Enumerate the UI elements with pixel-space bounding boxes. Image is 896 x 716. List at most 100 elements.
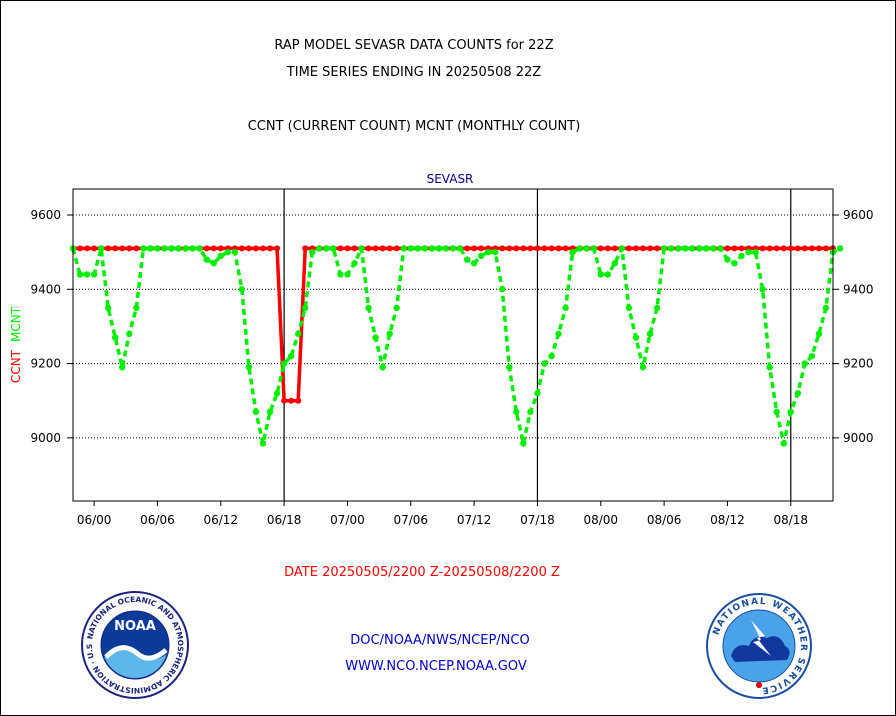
mcnt-point	[590, 245, 597, 252]
y-tick-label-left: 9200	[30, 357, 61, 371]
ccnt-point	[84, 245, 91, 252]
mcnt-point	[808, 352, 816, 360]
ccnt-point	[625, 245, 632, 252]
mcnt-point	[815, 330, 823, 338]
ccnt-point	[91, 245, 98, 252]
mcnt-point	[259, 440, 267, 447]
mcnt-point	[492, 248, 499, 256]
y-label-ccnt: CCNT	[9, 349, 23, 383]
x-axis: 06/00 06/06 06/12 06/18 07/00 07/06 07/12 07/18…	[77, 501, 808, 527]
mcnt-point	[316, 245, 323, 252]
x-tick-label: 07/12	[457, 513, 492, 527]
mcnt-point	[499, 286, 506, 293]
x-tick-label: 06/06	[140, 513, 175, 527]
mcnt-point	[583, 245, 590, 252]
x-tick-label: 08/00	[583, 513, 618, 527]
mcnt-point	[604, 271, 612, 278]
ccnt-point	[647, 245, 654, 252]
mcnt-point	[710, 245, 717, 252]
mcnt-point	[541, 360, 548, 367]
mcnt-point	[140, 245, 147, 252]
mcnt-point	[414, 245, 422, 252]
ccnt-point	[724, 245, 731, 252]
mcnt-point	[309, 248, 316, 256]
ccnt-point	[499, 245, 506, 252]
ccnt-point	[245, 245, 252, 252]
mcnt-point	[506, 364, 513, 371]
ccnt-point	[77, 245, 84, 252]
mcnt-point	[660, 245, 668, 252]
ccnt-point	[386, 245, 393, 252]
mcnt-point	[717, 245, 724, 252]
ccnt-point	[238, 245, 245, 252]
title-line-2: TIME SERIES ENDING IN 20250508 22Z	[286, 65, 542, 80]
mcnt-series	[69, 245, 844, 447]
mcnt-point	[639, 364, 647, 371]
ccnt-point	[562, 245, 569, 252]
org-path-link[interactable]: DOC/NOAA/NWS/NCEP/NCO	[350, 633, 530, 648]
mcnt-point	[323, 245, 330, 252]
ccnt-point	[464, 245, 471, 252]
mcnt-point	[632, 334, 640, 341]
mcnt-point	[189, 245, 196, 252]
ccnt-point	[302, 245, 309, 252]
mcnt-point	[161, 245, 168, 252]
x-tick-label: 07/18	[520, 513, 555, 527]
ccnt-point	[632, 245, 639, 252]
mcnt-point	[787, 408, 794, 416]
mcnt-point	[597, 271, 604, 278]
mcnt-point	[520, 440, 527, 447]
mcnt-point	[801, 360, 809, 367]
y-tick-label-right: 9400	[843, 282, 874, 296]
mcnt-point	[379, 364, 386, 371]
mcnt-point	[759, 286, 766, 293]
x-tick-label: 07/06	[393, 513, 428, 527]
ccnt-point	[640, 245, 646, 252]
mcnt-point	[428, 245, 436, 252]
ccnt-point	[513, 245, 520, 252]
day-boundaries	[283, 189, 792, 501]
y-tick-label-left: 9000	[30, 431, 61, 445]
mcnt-point	[477, 252, 485, 260]
mcnt-point	[625, 304, 633, 312]
ccnt-point	[731, 245, 738, 252]
ccnt-point	[252, 245, 259, 252]
mcnt-point	[287, 352, 295, 360]
y-label-mcnt: MCNT	[9, 306, 23, 342]
ccnt-point	[555, 245, 562, 252]
ccnt-point	[344, 245, 351, 252]
mcnt-point	[133, 304, 140, 312]
mcnt-point	[252, 408, 260, 416]
mcnt-point	[351, 260, 358, 267]
mcnt-point	[337, 271, 344, 278]
ccnt-point	[506, 245, 513, 252]
ccnt-point	[478, 245, 485, 252]
mcnt-point	[203, 256, 210, 263]
plot-area-border	[72, 188, 834, 502]
ccnt-point	[281, 397, 288, 404]
mcnt-point	[463, 256, 471, 263]
website-link[interactable]: WWW.NCO.NCEP.NOAA.GOV	[345, 659, 527, 674]
noaa-wordmark: NOAA	[114, 619, 156, 634]
ccnt-point	[808, 245, 815, 252]
mcnt-point	[548, 352, 555, 360]
y-tick-label-left: 9600	[30, 208, 61, 222]
mcnt-point	[358, 245, 365, 252]
mcnt-point	[168, 245, 175, 252]
ccnt-point	[597, 245, 604, 252]
ccnt-point	[780, 245, 787, 252]
ccnt-point	[794, 245, 801, 252]
mcnt-point	[372, 334, 379, 341]
x-tick-label: 06/12	[203, 513, 238, 527]
ccnt-point	[471, 245, 478, 252]
ccnt-point	[738, 245, 745, 252]
mcnt-point	[393, 304, 400, 312]
mcnt-point	[780, 440, 787, 447]
mcnt-point	[175, 245, 182, 252]
mcnt-point	[435, 245, 443, 252]
ccnt-line	[73, 246, 833, 403]
date-range-label: DATE 20250505/2200 Z-20250508/2200 Z	[284, 565, 560, 580]
ccnt-point	[105, 245, 112, 252]
ccnt-point	[126, 245, 133, 252]
mcnt-point	[794, 390, 802, 397]
